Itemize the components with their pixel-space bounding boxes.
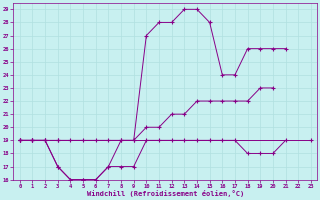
X-axis label: Windchill (Refroidissement éolien,°C): Windchill (Refroidissement éolien,°C) xyxy=(87,190,244,197)
